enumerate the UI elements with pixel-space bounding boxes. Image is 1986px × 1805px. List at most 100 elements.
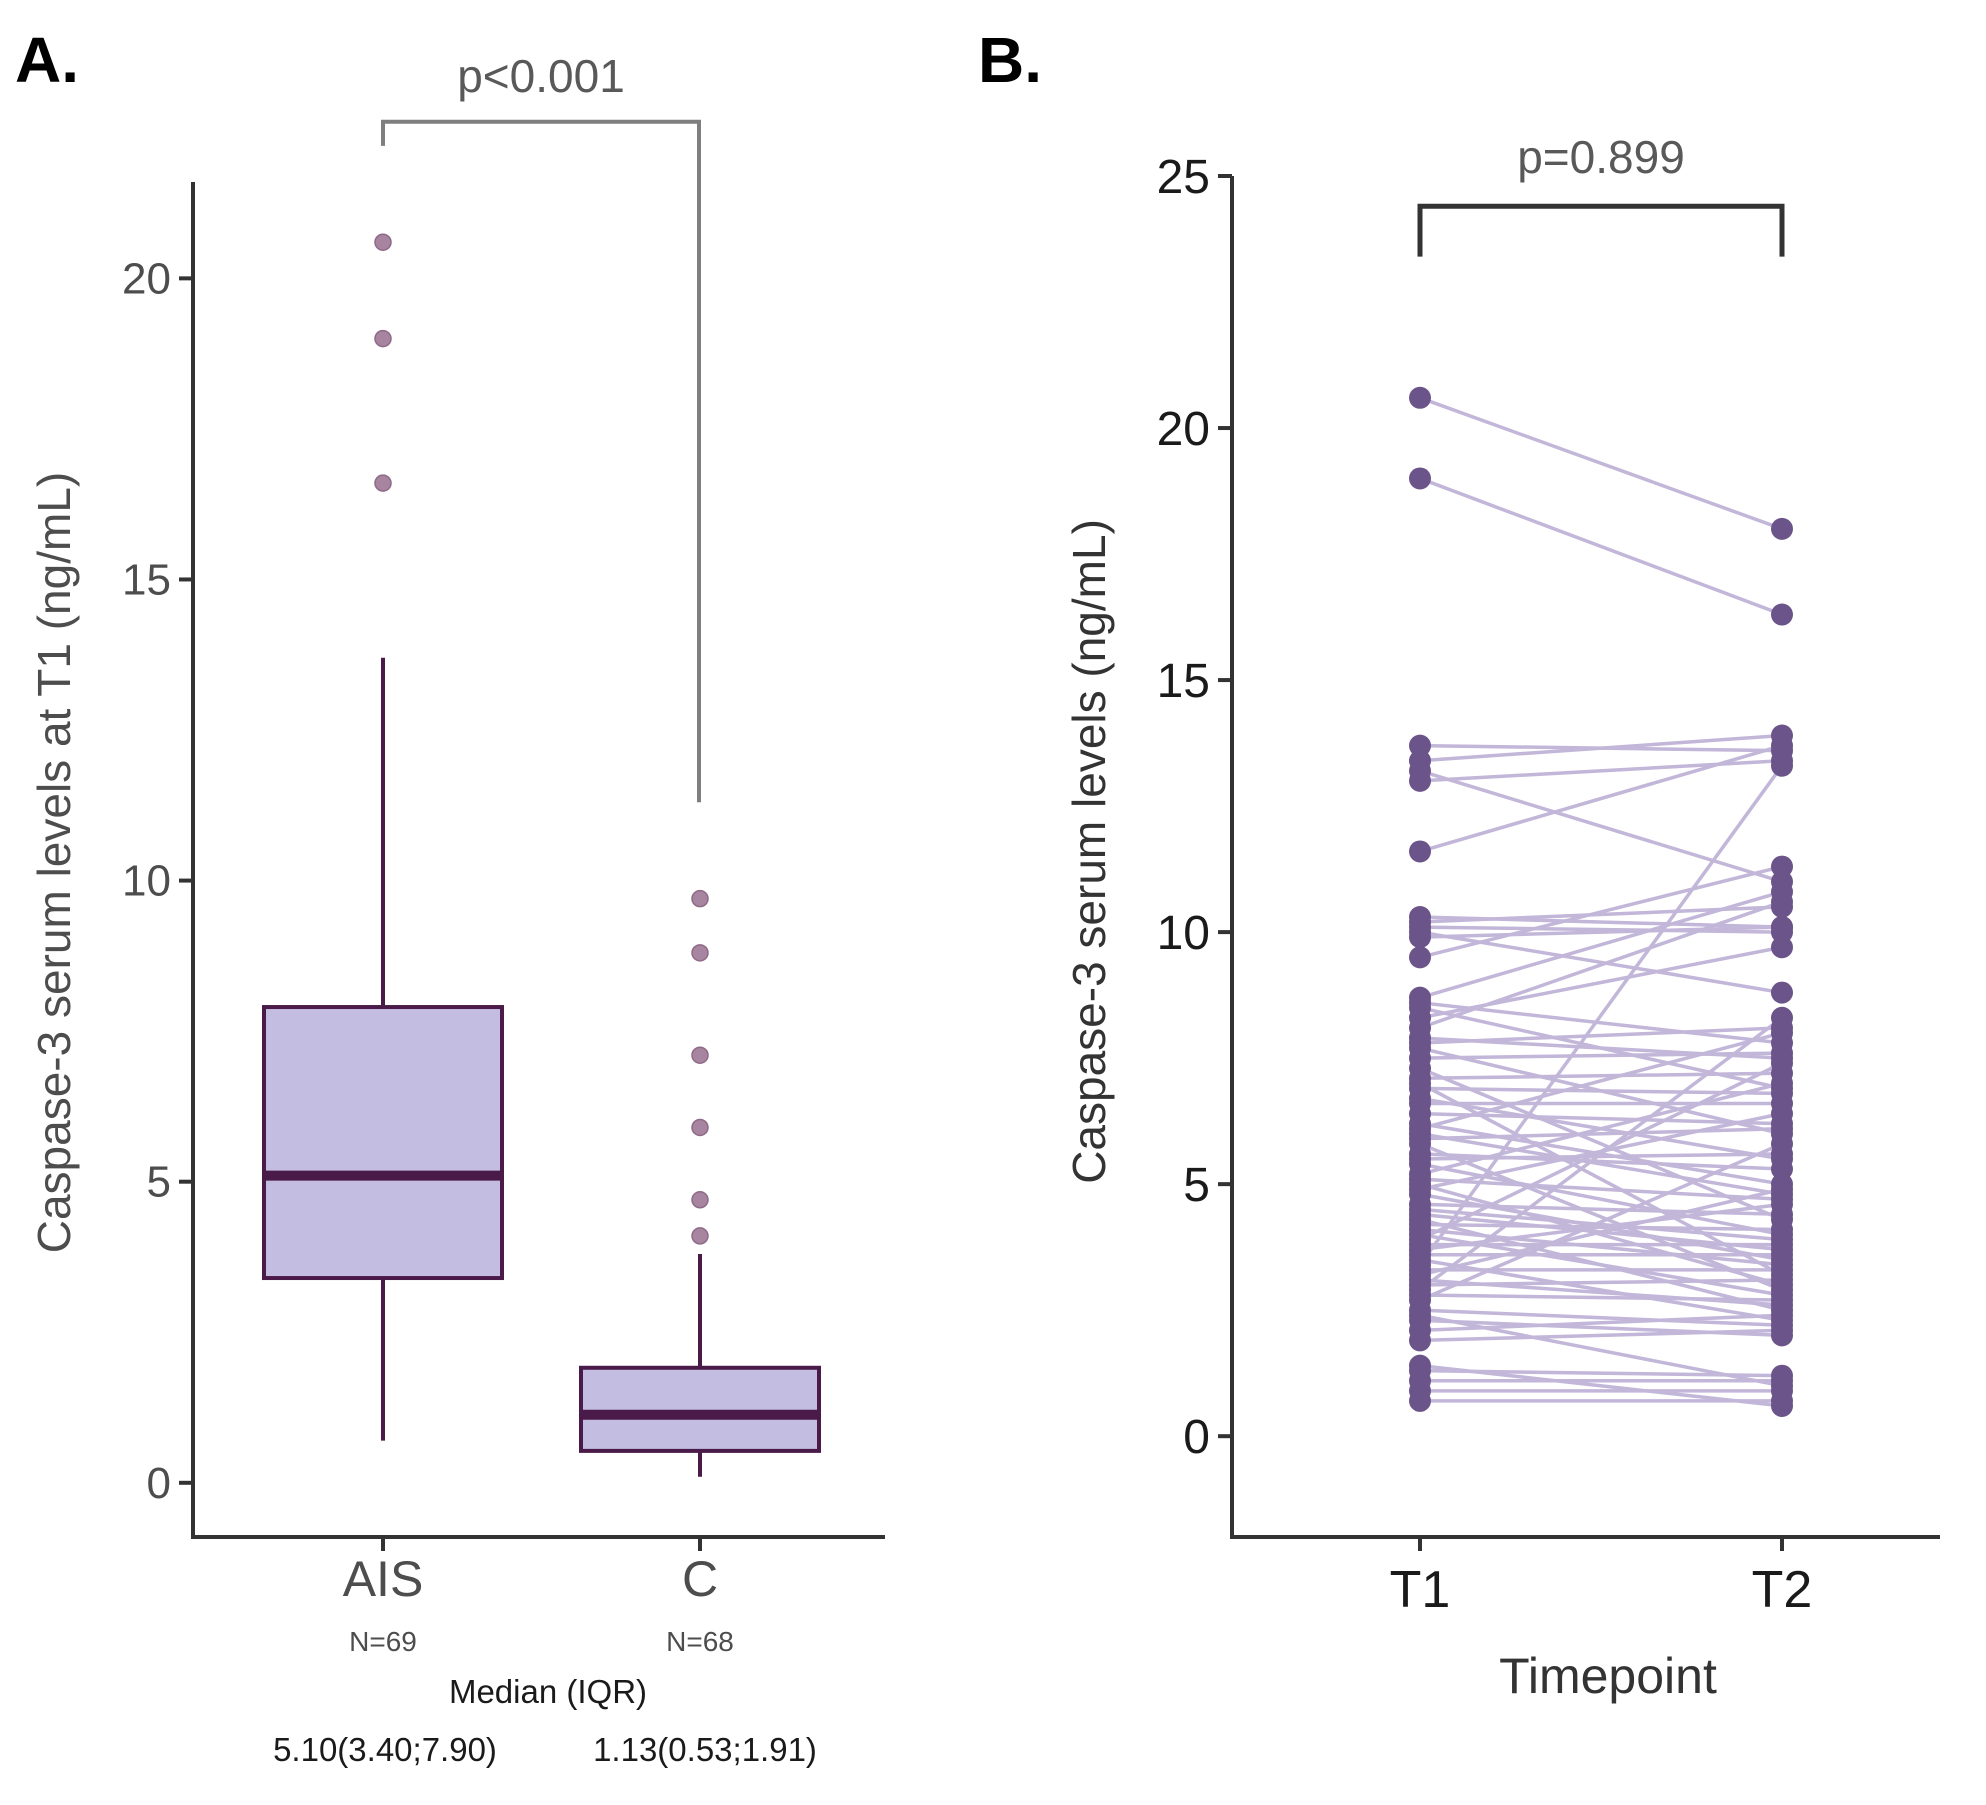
panel-b-point-t2 <box>1771 1132 1793 1155</box>
panel-b-point-t2 <box>1771 1289 1793 1312</box>
box-outlier-point <box>691 1046 709 1064</box>
panel-b-pair-line <box>1419 1081 1783 1176</box>
panel-a-stats-heading: Median (IQR) <box>449 1673 647 1710</box>
panel-b-point-t2 <box>1771 1158 1793 1181</box>
panel-b-point-t1 <box>1409 1329 1431 1352</box>
panel-b-pair-line <box>1419 1202 1783 1252</box>
panel-b-point-t2 <box>1771 1102 1793 1125</box>
box-outlier-point <box>374 329 392 348</box>
panel-b-pair-line <box>1419 1142 1783 1292</box>
box-outlier-point <box>691 1191 709 1209</box>
panel-b-point-t1 <box>1409 926 1431 949</box>
panel-b-pair-line <box>1419 1031 1783 1131</box>
panel-b-point-t1 <box>1409 769 1431 792</box>
box-iqr <box>262 1005 504 1281</box>
panel-a-category-label: C <box>682 1551 718 1607</box>
panel-a-stats-ais: 5.10(3.40;7.90) <box>273 1731 497 1768</box>
panel-a-boxplots <box>262 233 821 1477</box>
panel-b-y-axis-title: Caspase-3 serum levels (ng/mL) <box>1063 519 1115 1184</box>
panel-b-pair-line <box>1419 1368 1783 1378</box>
panel-b-pair-line <box>1419 1313 1783 1333</box>
panel-b-pair-line <box>1419 1026 1783 1045</box>
panel-a-y-axis-title: Caspase-3 serum levels at T1 (ng/mL) <box>28 472 80 1253</box>
panel-b-paired-lines <box>1418 396 1784 1408</box>
panel-b-pair-line <box>1419 925 1783 939</box>
panel-b-pair-line <box>1419 1207 1783 1242</box>
panel-a-y-tick-label: 20 <box>122 254 171 303</box>
panel-b-pair-line <box>1419 1071 1783 1081</box>
panel-b-point-t2 <box>1771 1072 1793 1095</box>
panel-a-y-tick-label: 15 <box>122 555 171 604</box>
panel-b-point-t1 <box>1409 946 1431 969</box>
panel-b-pair-line <box>1419 1293 1783 1302</box>
panel-b-label: B. <box>978 24 1042 96</box>
panel-a-stats-c: 1.13(0.53;1.91) <box>593 1731 817 1768</box>
panel-b-point-t2 <box>1771 981 1793 1004</box>
panel-b-pair-line <box>1418 1016 1784 1292</box>
panel-b-pair-line <box>1419 900 1783 1030</box>
panel-b-pair-line <box>1419 758 1783 783</box>
panel-b-pair-line <box>1419 769 1783 884</box>
panel-b-point-t2 <box>1771 1193 1793 1216</box>
panel-b-pair-line <box>1418 764 1784 1266</box>
panel-b-x-axis-title: Timepoint <box>1499 1648 1717 1704</box>
panel-b-point-t2 <box>1771 1117 1793 1140</box>
panel-b-bracket-line <box>1417 203 1785 257</box>
panel-b-pair-line <box>1419 1061 1783 1242</box>
panel-a-significance-bracket <box>381 119 701 803</box>
panel-b-pair-line <box>1419 1126 1783 1141</box>
panel-b-category-label: T2 <box>1752 1561 1813 1619</box>
panel-b-pair-line <box>1419 1111 1783 1126</box>
panel-b-point-t2 <box>1771 936 1793 959</box>
panel-b-y-tick-label: 25 <box>1157 151 1210 204</box>
panel-b-point-t2 <box>1771 916 1793 939</box>
panel-b-point-t1 <box>1409 467 1431 490</box>
panel-b-point-t1 <box>1409 840 1431 863</box>
panel-b-pair-line <box>1419 1051 1783 1060</box>
panel-b-point-t1 <box>1409 386 1431 409</box>
panel-b-pair-line <box>1419 1187 1783 1277</box>
panel-b-y-ticks: 0 5 10 15 20 25 <box>1157 151 1232 1464</box>
panel-a-y-tick-label: 5 <box>147 1158 171 1207</box>
panel-b-point-t2 <box>1771 855 1793 878</box>
panel-b-point-t2 <box>1771 754 1793 777</box>
panel-b-y-tick-label: 10 <box>1157 907 1210 960</box>
panel-b-point-t1 <box>1409 734 1431 757</box>
panel-b-point-t2 <box>1771 1218 1793 1241</box>
panel-b-pair-line <box>1419 1227 1783 1267</box>
panel-b-y-tick-label: 0 <box>1183 1411 1210 1464</box>
box-outlier-point <box>691 944 709 962</box>
panel-a-category-label: AIS <box>343 1551 424 1607</box>
panel-b-point-t1 <box>1409 1389 1431 1412</box>
panel-b-point-t2 <box>1771 1021 1793 1044</box>
panel-b-y-tick-label: 5 <box>1183 1159 1210 1212</box>
box-outlier-point <box>374 474 392 492</box>
panel-b-p-value: p=0.899 <box>1517 131 1685 183</box>
panel-a-bracket-line <box>381 119 701 803</box>
panel-b-point-t2 <box>1771 1389 1793 1412</box>
panel-a-n-label: N=68 <box>666 1626 734 1657</box>
panel-b-point-t2 <box>1771 517 1793 540</box>
box-outlier-point <box>691 1227 709 1245</box>
box-iqr <box>579 1365 821 1453</box>
panel-b-point-t2 <box>1771 603 1793 626</box>
panel-b-point-t2 <box>1771 1243 1793 1266</box>
panel-a-x-categories: AIS N=69 C N=68 <box>343 1537 734 1657</box>
panel-b-significance-bracket <box>1417 203 1785 257</box>
panel-b-pair-line <box>1419 864 1783 960</box>
panel-a-label: A. <box>15 24 79 96</box>
panel-b-point-t2 <box>1771 734 1793 757</box>
panel-b-pair-line <box>1419 476 1783 617</box>
panel-a-box-c <box>579 889 821 1477</box>
panel-b-points <box>1409 386 1793 1417</box>
panel-b-pair-line <box>1419 1132 1783 1196</box>
panel-b-pair-line <box>1419 925 1783 934</box>
panel-b-pair-line <box>1419 1142 1783 1302</box>
panel-a-y-tick-label: 10 <box>122 857 171 906</box>
panel-b-y-tick-label: 20 <box>1157 403 1210 456</box>
panel-b-pair-line <box>1419 1328 1783 1343</box>
panel-b-point-t2 <box>1771 1178 1793 1201</box>
panel-b-y-tick-label: 15 <box>1157 655 1210 708</box>
box-outlier-point <box>374 233 392 251</box>
